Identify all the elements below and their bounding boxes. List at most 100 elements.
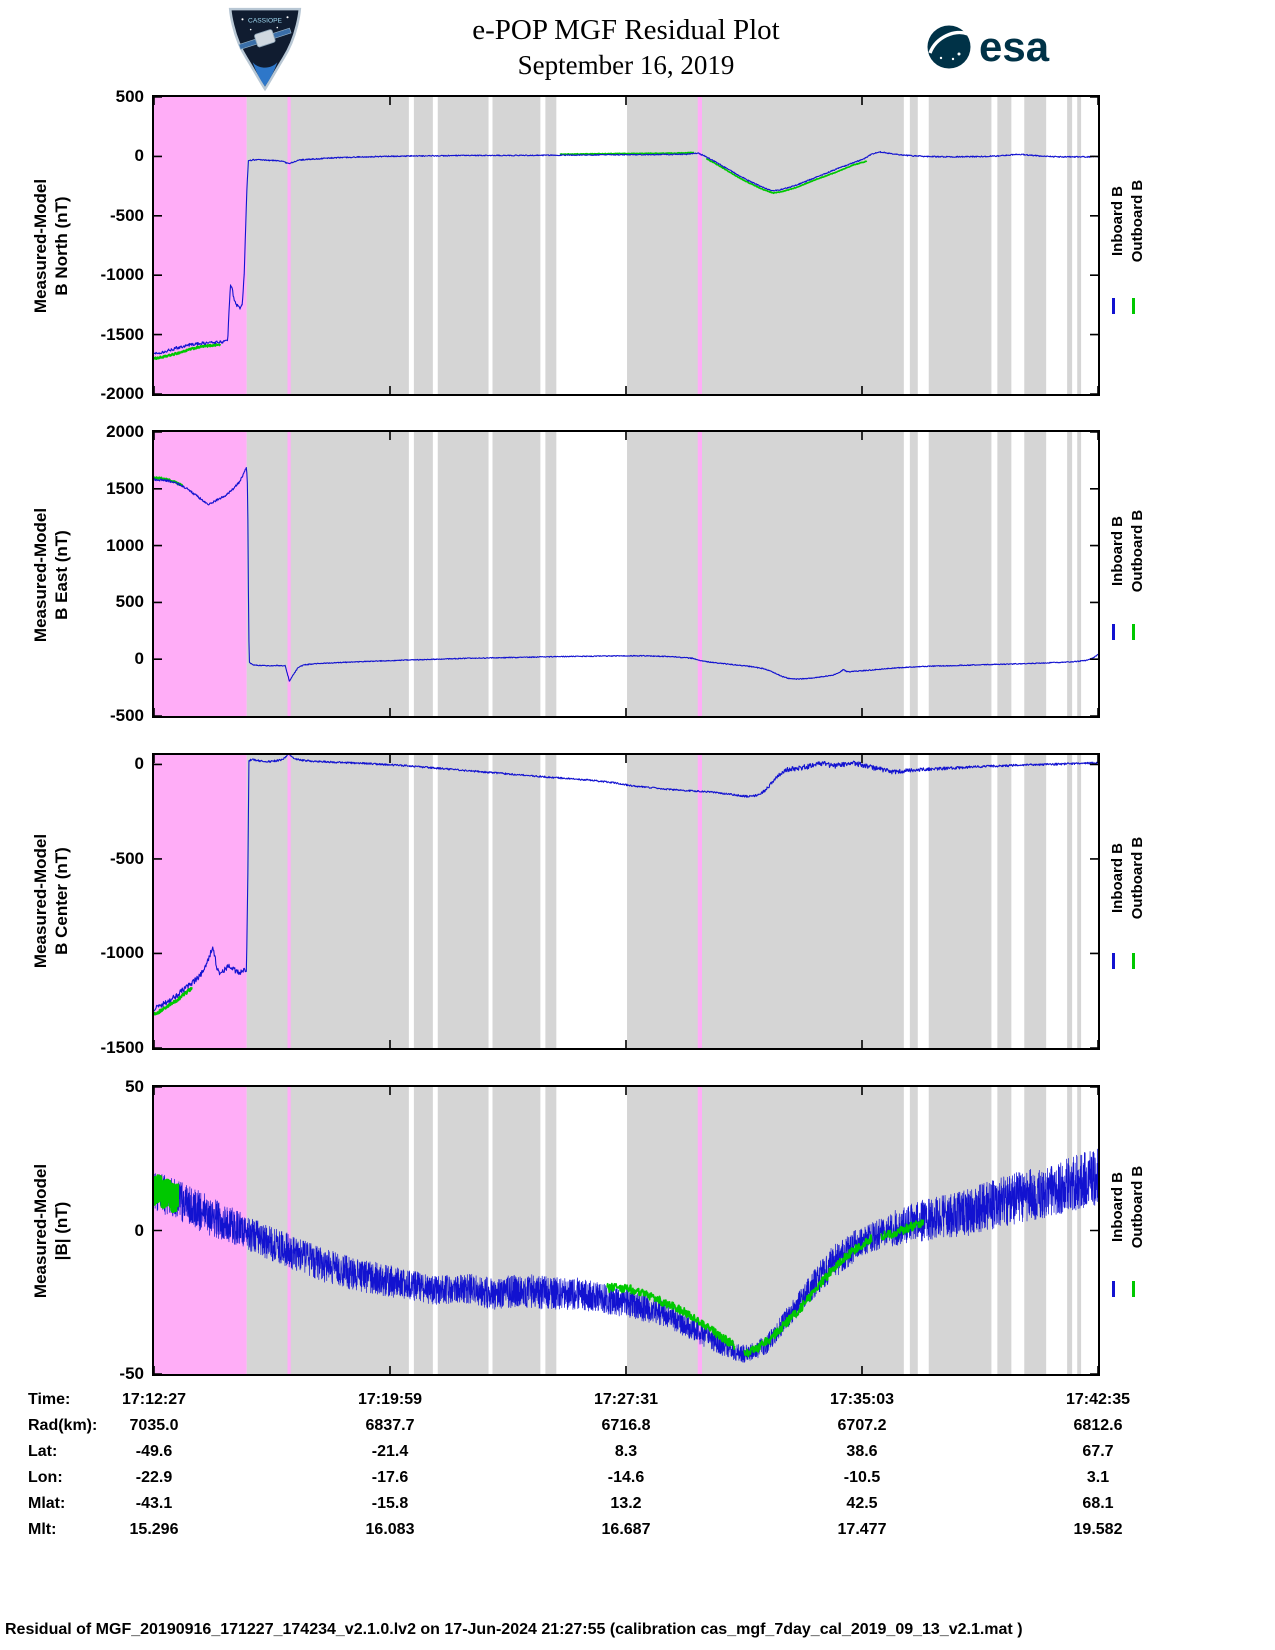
axis-table-cell: 17:19:59 <box>357 1391 423 1408</box>
legend-inboard-label: Inboard B <box>1109 843 1126 913</box>
y-tick-label: 50 <box>125 1077 144 1096</box>
axis-table-cell: -21.4 <box>371 1443 409 1460</box>
panel-b-magnitude-canvas <box>154 1087 1098 1374</box>
ylabel-line2: B East (nT) <box>52 530 71 620</box>
axis-table-cell: 19.582 <box>1073 1521 1123 1538</box>
axis-table-cell: 42.5 <box>846 1495 878 1512</box>
y-tick-label: -1500 <box>100 324 144 344</box>
y-tick-label: 0 <box>134 754 144 774</box>
y-tick-label: 0 <box>134 649 144 669</box>
axis-table: Time: 17:12:27 17:19:59 17:27:31 17:35:03 17:… <box>0 1389 1275 1549</box>
axis-table-cell: 67.7 <box>1082 1443 1114 1460</box>
axis-table-row-label: Lon: <box>28 1469 63 1486</box>
panel-b-magnitude <box>152 1085 1100 1376</box>
ylabel-line1: Measured-Model <box>31 178 50 314</box>
y-tick-label: 500 <box>115 87 144 106</box>
esa-emblem-icon <box>927 25 971 69</box>
ylabel-line2: B Center (nT) <box>52 847 71 955</box>
legend-inboard-label: Inboard B <box>1109 516 1126 586</box>
page-title: e-POP MGF Residual Plot <box>472 14 780 46</box>
legend-inboard-label: Inboard B <box>1109 1172 1126 1242</box>
panel-b-east <box>152 430 1100 718</box>
axis-table-row-label: Mlt: <box>28 1521 57 1538</box>
legend-outboard-label: Outboard B <box>1129 1165 1146 1249</box>
axis-table-row-label: Mlat: <box>28 1495 66 1512</box>
legend-outboard-label: Outboard B <box>1129 179 1146 263</box>
legend-outboard-marker <box>1132 298 1135 314</box>
y-tick-label: -500 <box>109 848 144 868</box>
legend-inboard-marker <box>1112 624 1115 640</box>
y-tick-label: -50 <box>119 1364 144 1383</box>
legend-inboard-marker <box>1112 1281 1115 1297</box>
y-tick-label: -500 <box>109 205 144 225</box>
cassiope-patch-logo: CASSIOPE <box>224 5 306 98</box>
axis-table-row-label: Rad(km): <box>28 1417 98 1434</box>
esa-logo: esa <box>926 24 1049 70</box>
y-tick-label: -2000 <box>100 384 144 403</box>
axis-table-cell: 16.687 <box>601 1521 651 1538</box>
axis-table-cell: 17.477 <box>837 1521 887 1538</box>
y-tick-label: -1500 <box>100 1038 144 1057</box>
ylabel-b-center: Measured-Model B Center (nT) <box>30 741 74 1061</box>
legend-outboard-marker <box>1132 953 1135 969</box>
axis-table-cell: 68.1 <box>1082 1495 1114 1512</box>
y-tick-label: -500 <box>109 706 144 725</box>
patch-earth <box>252 62 278 87</box>
axis-table-cell: 6707.2 <box>837 1417 887 1434</box>
esa-wordmark: esa <box>979 23 1050 70</box>
y-tick-label: 500 <box>115 592 144 612</box>
ylabel-line2: B North (nT) <box>52 196 71 296</box>
axis-table-cell: 17:42:35 <box>1065 1391 1131 1408</box>
axis-table-cell: 6812.6 <box>1073 1417 1123 1434</box>
y-tick-label: 2000 <box>106 422 144 441</box>
ylabel-b-north: Measured-Model B North (nT) <box>30 86 74 406</box>
y-tick-label: 0 <box>134 146 144 166</box>
ylabel-line1: Measured-Model <box>31 833 50 969</box>
axis-table-cell: -17.6 <box>371 1469 409 1486</box>
patch-shield <box>228 7 302 92</box>
axis-table-cell: 38.6 <box>846 1443 878 1460</box>
axis-table-cell: -22.9 <box>135 1469 173 1486</box>
axis-table-cell: 15.296 <box>129 1521 179 1538</box>
legend-outboard-label: Outboard B <box>1129 836 1146 920</box>
axis-table-cell: 6716.8 <box>601 1417 651 1434</box>
axis-table-cell: -49.6 <box>135 1443 173 1460</box>
y-tick-label: -1000 <box>100 265 144 285</box>
y-tick-label: -1000 <box>100 943 144 963</box>
panel-b-north-canvas <box>154 97 1098 394</box>
axis-table-cell: 8.3 <box>614 1443 638 1460</box>
axis-table-cell: -43.1 <box>135 1495 173 1512</box>
legend-inboard-marker <box>1112 953 1115 969</box>
y-tick-label: 1500 <box>106 478 144 498</box>
y-tick-label: 0 <box>134 1220 144 1240</box>
axis-table-cell: 3.1 <box>1086 1469 1110 1486</box>
legend-outboard-marker <box>1132 1281 1135 1297</box>
panel-b-north <box>152 95 1100 396</box>
ylabel-b-east: Measured-Model B East (nT) <box>30 415 74 735</box>
patch-text: CASSIOPE <box>248 17 283 24</box>
axis-table-cell: 17:12:27 <box>121 1391 187 1408</box>
page-subtitle: September 16, 2019 <box>517 50 735 80</box>
axis-table-cell: -15.8 <box>371 1495 409 1512</box>
title-block: e-POP MGF Residual Plot September 16, 20… <box>472 12 780 82</box>
axis-table-cell: 13.2 <box>610 1495 642 1512</box>
axis-table-row-label: Lat: <box>28 1443 58 1460</box>
axis-table-cell: 6837.7 <box>365 1417 415 1434</box>
ylabel-line1: Measured-Model <box>31 507 50 643</box>
panel-b-east-canvas <box>154 432 1098 716</box>
axis-table-cell: -10.5 <box>843 1469 881 1486</box>
axis-table-cell: 7035.0 <box>129 1417 179 1434</box>
y-tick-label: 1000 <box>106 535 144 555</box>
axis-table-cell: 17:35:03 <box>829 1391 895 1408</box>
legend-inboard-label: Inboard B <box>1109 186 1126 256</box>
footer-text: Residual of MGF_20190916_171227_174234_v… <box>5 1621 1023 1638</box>
panel-b-center <box>152 753 1100 1050</box>
patch-satellite <box>238 27 292 50</box>
legend-inboard-marker <box>1112 298 1115 314</box>
panel-b-center-canvas <box>154 755 1098 1048</box>
axis-table-cell: -14.6 <box>607 1469 645 1486</box>
legend-outboard-marker <box>1132 624 1135 640</box>
axis-table-cell: 17:27:31 <box>593 1391 659 1408</box>
axis-table-cell: 16.083 <box>365 1521 415 1538</box>
